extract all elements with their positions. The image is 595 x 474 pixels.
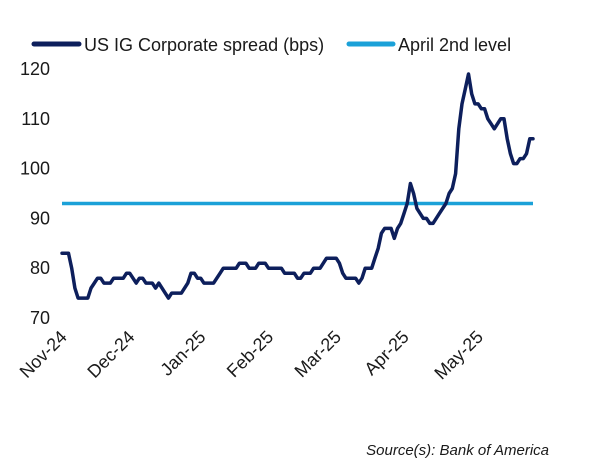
spread-series-line xyxy=(60,72,535,300)
plot-area xyxy=(60,72,535,300)
source-note: Source(s): Bank of America xyxy=(366,442,549,459)
legend-label-spread: US IG Corporate spread (bps) xyxy=(84,35,324,55)
y-tick-label: 80 xyxy=(30,258,50,278)
y-axis: 70 80 90 100 110 120 xyxy=(20,59,50,328)
y-tick-label: 110 xyxy=(21,109,50,129)
x-tick-label: Mar-25 xyxy=(291,327,345,381)
x-axis: Nov-24 Dec-24 Jan-25 Feb-25 Mar-25 Apr-25 May-… xyxy=(16,327,487,384)
y-tick-label: 70 xyxy=(30,308,50,328)
y-tick-label: 120 xyxy=(20,59,50,79)
y-tick-label: 90 xyxy=(30,208,50,228)
x-tick-label: Apr-25 xyxy=(360,327,412,379)
legend: US IG Corporate spread (bps) April 2nd l… xyxy=(31,35,511,55)
legend-label-april: April 2nd level xyxy=(398,35,511,55)
y-tick-label: 100 xyxy=(20,159,50,179)
x-tick-label: May-25 xyxy=(430,327,487,384)
x-tick-label: Feb-25 xyxy=(223,327,277,381)
x-tick-label: Dec-24 xyxy=(83,327,138,382)
x-tick-label: Nov-24 xyxy=(16,327,71,382)
x-tick-label: Jan-25 xyxy=(156,327,209,380)
